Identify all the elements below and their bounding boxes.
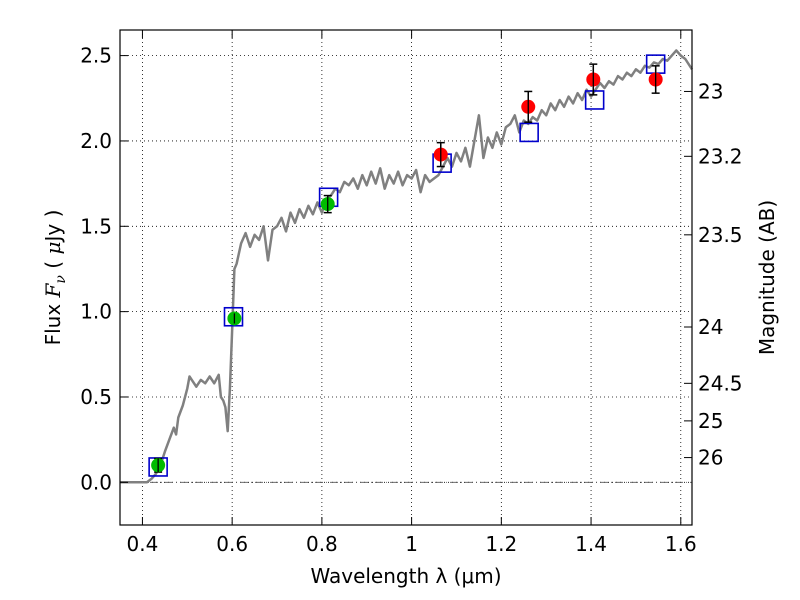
model-photometry-square: [519, 122, 539, 143]
mag-tick-label: 23.5: [698, 223, 743, 247]
mag-tick-label: 25: [698, 409, 723, 433]
mag-tick-label: 24: [698, 315, 723, 339]
y-axis-label: Flux Fν ( μJy ): [41, 210, 69, 346]
y-tick-label: 0.0: [80, 470, 112, 494]
model-spectrum-line: [120, 49, 694, 484]
x-tick-label: 0.6: [216, 532, 248, 556]
mag-tick-label: 24.5: [698, 371, 743, 395]
y-tick-label: 1.0: [80, 300, 112, 324]
right-axis-label: Magnitude (AB): [755, 200, 779, 355]
y-tick-label: 0.5: [80, 385, 112, 409]
x-tick-label: 0.8: [306, 532, 338, 556]
model-spectrum: [120, 49, 694, 484]
x-tick-label: 1.6: [665, 532, 697, 556]
x-tick-label: 1.2: [485, 532, 517, 556]
x-tick-label: 1: [405, 532, 418, 556]
x-axis-label: Wavelength λ (μm): [310, 564, 501, 588]
mag-tick-label: 23.2: [698, 144, 743, 168]
y-tick-label: 2.5: [80, 44, 112, 68]
y-tick-label: 2.0: [80, 129, 112, 153]
data-points: [148, 54, 666, 477]
model-photometry-square: [223, 306, 244, 327]
model-photometry-square: [584, 90, 605, 110]
x-tick-label: 1.4: [575, 532, 607, 556]
x-tick-label: 0.4: [127, 532, 159, 556]
mag-tick-label: 23: [698, 79, 723, 103]
grid: [120, 30, 692, 525]
mag-tick-label: 26: [698, 446, 723, 470]
y-axis-label-prefix: Flux: [41, 297, 65, 345]
y-tick-label: 1.5: [80, 214, 112, 238]
plot-frame: [119, 29, 693, 526]
axis-ticks: 0.4 0.6 0.8 1 1.2 1.4 1.6 0.0 0.5 1.0 1.5 2.0 2.5 23 2…: [80, 30, 743, 556]
